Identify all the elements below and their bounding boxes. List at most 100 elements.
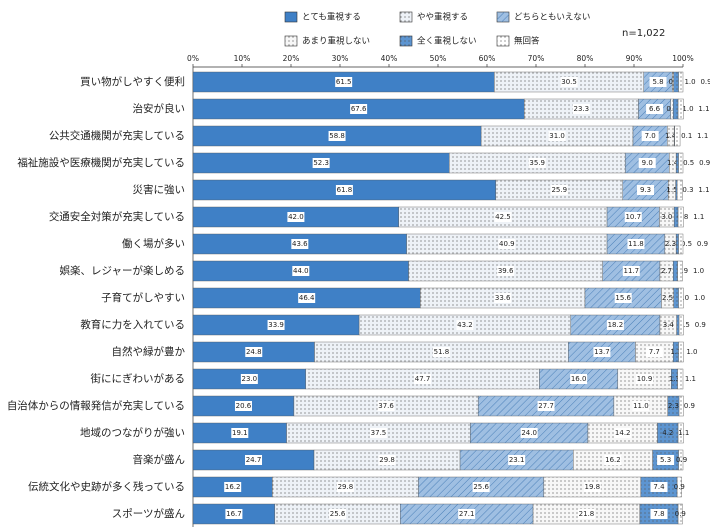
value-label: 1.0 bbox=[684, 78, 695, 86]
value-label: 16.0 bbox=[571, 375, 587, 383]
legend-label: とても重視する bbox=[302, 12, 361, 23]
value-label: 23.3 bbox=[574, 105, 590, 113]
value-label: 37.5 bbox=[371, 429, 387, 437]
value-label: 0.9 bbox=[675, 510, 686, 518]
value-label: 6.6 bbox=[649, 105, 661, 113]
value-label: 1.1 bbox=[693, 213, 704, 221]
x-tick-label: 10% bbox=[234, 54, 251, 63]
value-label: 1.3 bbox=[669, 375, 680, 383]
category-label: 災害に強い bbox=[133, 183, 186, 196]
legend-label: やや重視する bbox=[417, 12, 468, 23]
category-label: 街ににぎわいがある bbox=[91, 372, 186, 385]
value-label: 23.1 bbox=[509, 456, 525, 464]
value-label: 27.7 bbox=[538, 402, 554, 410]
category-label: 音楽が盛ん bbox=[133, 453, 186, 466]
x-tick-label: 100% bbox=[672, 54, 693, 63]
value-label: 24.7 bbox=[246, 456, 262, 464]
value-label: 13.7 bbox=[594, 348, 610, 356]
value-label: 67.6 bbox=[351, 105, 367, 113]
value-label: 1.4 bbox=[667, 159, 679, 167]
x-tick-label: 60% bbox=[479, 54, 496, 63]
value-label: 25.6 bbox=[473, 483, 489, 491]
value-label: 16.2 bbox=[225, 483, 241, 491]
value-label: 43.6 bbox=[292, 240, 308, 248]
value-label: 2.5 bbox=[662, 294, 673, 302]
value-label: 3.0 bbox=[661, 213, 672, 221]
value-label: 21.8 bbox=[579, 510, 595, 518]
value-label: 1.4 bbox=[665, 132, 677, 140]
value-label: 0.9 bbox=[695, 321, 706, 329]
value-label: 0.9 bbox=[700, 78, 710, 86]
value-label: 52.3 bbox=[313, 159, 329, 167]
legend-label: あまり重視しない bbox=[302, 36, 370, 47]
value-label: 25.6 bbox=[330, 510, 346, 518]
category-label: 子育てがしやすい bbox=[101, 291, 185, 304]
x-tick-label: 40% bbox=[381, 54, 398, 63]
value-label: 24.0 bbox=[521, 429, 537, 437]
value-label: 1.0 bbox=[694, 294, 705, 302]
value-label: 37.6 bbox=[378, 402, 394, 410]
legend-swatch bbox=[284, 11, 298, 23]
value-label: 5.3 bbox=[660, 456, 671, 464]
value-label: 1.0 bbox=[693, 267, 704, 275]
value-label: 11.8 bbox=[628, 240, 644, 248]
value-label: 35.9 bbox=[529, 159, 545, 167]
value-label: 15.6 bbox=[615, 294, 631, 302]
value-label: 1.5 bbox=[666, 186, 677, 194]
x-tick-label: 80% bbox=[577, 54, 594, 63]
legend-label: 無回答 bbox=[514, 36, 540, 47]
value-label: 31.0 bbox=[549, 132, 565, 140]
value-label: 16.7 bbox=[226, 510, 242, 518]
value-label: 29.8 bbox=[379, 456, 395, 464]
category-label: 治安が良い bbox=[133, 102, 186, 115]
value-label: 42.0 bbox=[288, 213, 304, 221]
value-label: 0.9 bbox=[684, 402, 695, 410]
x-tick-label: 30% bbox=[332, 54, 349, 63]
category-label: 娯楽、レジャーが楽しめる bbox=[60, 264, 185, 277]
category-label: スポーツが盛ん bbox=[112, 507, 185, 520]
value-label: 0.5 bbox=[683, 159, 694, 167]
value-label: 0.5 bbox=[681, 240, 692, 248]
value-label: 0.9 bbox=[676, 456, 687, 464]
x-tick-label: 20% bbox=[283, 54, 300, 63]
value-label: 42.5 bbox=[495, 213, 511, 221]
value-label: 10.9 bbox=[637, 375, 653, 383]
value-label: 16.2 bbox=[605, 456, 621, 464]
value-label: 24.8 bbox=[246, 348, 262, 356]
category-label: 教育に力を入れている bbox=[80, 318, 185, 331]
value-label: 0.1 bbox=[681, 132, 692, 140]
category-label: 働く場が多い bbox=[122, 237, 185, 250]
value-label: 9.0 bbox=[642, 159, 653, 167]
value-label: 1.1 bbox=[698, 186, 709, 194]
value-label: 1.1 bbox=[678, 429, 689, 437]
value-label: 7.4 bbox=[653, 483, 665, 491]
value-label: 14.2 bbox=[615, 429, 631, 437]
sample-size: n=1,022 bbox=[622, 28, 665, 39]
value-label: 1.0 bbox=[686, 348, 697, 356]
value-label: 7.0 bbox=[645, 132, 656, 140]
value-label: 0.9 bbox=[699, 159, 710, 167]
value-label: 23.0 bbox=[242, 375, 258, 383]
x-tick-label: 0% bbox=[187, 54, 199, 63]
value-label: 47.7 bbox=[415, 375, 431, 383]
value-label: 0.9 bbox=[697, 240, 708, 248]
value-label: 58.8 bbox=[329, 132, 345, 140]
value-label: 33.9 bbox=[268, 321, 284, 329]
value-label: 0.3 bbox=[682, 186, 693, 194]
value-label: 10.7 bbox=[625, 213, 641, 221]
value-label: 0.5 bbox=[679, 321, 690, 329]
value-label: 46.4 bbox=[299, 294, 315, 302]
value-label: 30.5 bbox=[561, 78, 577, 86]
category-label: 公共交通機関が充実している bbox=[49, 129, 185, 142]
value-label: 1.1 bbox=[697, 132, 708, 140]
value-label: 20.6 bbox=[236, 402, 252, 410]
value-label: 18.2 bbox=[608, 321, 624, 329]
value-label: 7.7 bbox=[649, 348, 660, 356]
value-label: 43.2 bbox=[457, 321, 473, 329]
x-tick-label: 70% bbox=[528, 54, 545, 63]
category-label: 自治体からの情報発信が充実している bbox=[7, 399, 185, 412]
value-label: 0.5 bbox=[666, 105, 677, 113]
value-label: 1.1 bbox=[685, 375, 696, 383]
value-label: 25.9 bbox=[551, 186, 567, 194]
value-label: 19.8 bbox=[585, 483, 601, 491]
